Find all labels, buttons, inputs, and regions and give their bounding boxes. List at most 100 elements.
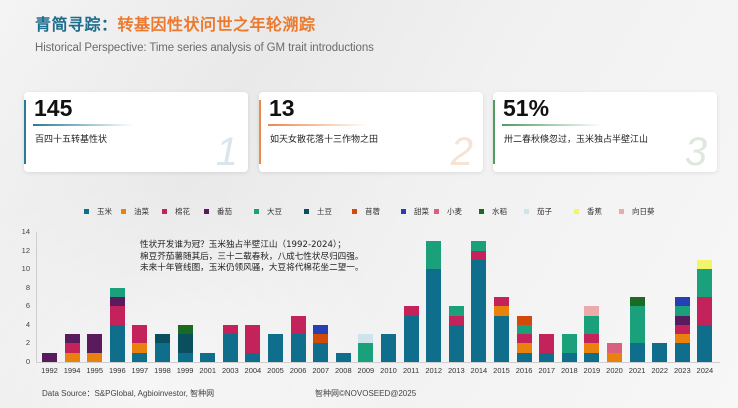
bar-segment <box>697 259 713 270</box>
bar-segment <box>471 250 487 260</box>
bar-2009 <box>358 334 374 362</box>
bar-segment <box>403 315 419 362</box>
x-tick-label: 2017 <box>538 366 556 375</box>
x-tick-label: 2004 <box>244 366 262 375</box>
bar-2021 <box>629 297 645 362</box>
bar-segment <box>674 306 690 316</box>
x-tick-label: 2021 <box>628 366 646 375</box>
bar-segment <box>561 352 577 362</box>
legend-item: 油菜 <box>121 206 149 217</box>
legend-label: 玉米 <box>97 207 112 216</box>
x-tick-label: 2006 <box>289 366 307 375</box>
bar-segment <box>607 343 622 353</box>
legend-label: 向日葵 <box>632 207 655 216</box>
data-source: Data Source：S&PGlobal, Agbioinvestor, 智种… <box>42 389 215 398</box>
bar-2011 <box>403 306 419 362</box>
bar-segment <box>674 297 690 307</box>
bar-2006 <box>290 315 306 362</box>
annotation-line: 棉豆芥茄薯随其后，三十二载春秋，八成七性状尽归四强。 <box>140 251 364 262</box>
y-tick-label: 10 <box>21 264 30 274</box>
stat-card-traits: 145 百四十五转基性状 1 <box>24 92 248 172</box>
bar-2012 <box>426 241 442 362</box>
bar-segment <box>584 343 600 353</box>
bar-2014 <box>471 241 487 362</box>
chart-annotation: 性状开发谁为冠？玉米独占半壁江山（1992-2024）； 棉豆芥茄薯随其后，三十… <box>140 240 363 275</box>
card-accent-edge <box>24 100 26 164</box>
bar-2016 <box>516 315 532 362</box>
x-tick-label: 2015 <box>493 366 510 375</box>
card-index-number: 1 <box>215 130 238 172</box>
bar-2007 <box>313 324 329 362</box>
copyright: 智种网©NOVOSEED@2025 <box>315 389 417 398</box>
bar-2024 <box>697 259 713 362</box>
bar-segment <box>629 343 645 362</box>
x-tick-label: 1996 <box>108 366 126 375</box>
x-tick-label: 2022 <box>651 366 669 375</box>
x-tick-label: 1994 <box>63 366 81 375</box>
x-tick-label: 2011 <box>403 366 420 375</box>
bar-segment <box>64 352 80 362</box>
bar-2003 <box>222 324 238 362</box>
bar-segment <box>403 306 419 316</box>
bar-segment <box>516 343 532 353</box>
card-accent-edge <box>493 100 495 164</box>
y-tick-label: 12 <box>21 245 30 255</box>
bar-2019 <box>584 306 600 362</box>
bar-segment <box>109 306 125 325</box>
bar-segment <box>245 352 261 362</box>
bar-segment <box>697 324 713 362</box>
bar-segment <box>313 324 329 335</box>
bar-2008 <box>335 352 351 362</box>
bar-segment <box>87 334 103 353</box>
bar-segment <box>132 343 148 353</box>
bar-1997 <box>132 324 148 362</box>
x-tick-label: 2008 <box>334 366 352 375</box>
bar-segment <box>674 343 690 362</box>
stat-cards: 145 百四十五转基性状 1 13 如天女散花落十三作物之田 2 51% 卅二春… <box>24 92 718 172</box>
bar-2018 <box>561 334 577 362</box>
bar-2005 <box>268 334 283 362</box>
bar-2023 <box>674 297 690 362</box>
legend-label: 油菜 <box>134 207 149 216</box>
bar-segment <box>177 352 193 362</box>
bar-segment <box>471 259 487 362</box>
stacked-bar-chart: 0 2 4 6 8 10 12 14 1992 1994 1995 1996 1997 1998 1999 2… <box>0 222 738 382</box>
legend-swatch <box>304 209 309 214</box>
bar-segment <box>177 334 193 353</box>
bar-segment <box>516 334 532 344</box>
bar-segment <box>155 343 170 362</box>
legend-swatch <box>352 209 357 214</box>
legend-swatch <box>619 209 624 214</box>
bar-2022 <box>652 343 668 362</box>
bar-segment <box>584 352 600 362</box>
x-tick-label: 1995 <box>86 366 104 375</box>
bar-2013 <box>448 306 464 362</box>
bar-2020 <box>607 343 622 362</box>
legend-swatch <box>434 209 439 214</box>
bar-segment <box>290 315 306 335</box>
legend-item: 小麦 <box>434 206 462 217</box>
card-accent-edge <box>259 100 261 164</box>
bar-segment <box>313 343 329 362</box>
bar-2001 <box>200 352 216 362</box>
bar-segment <box>358 334 374 344</box>
stat-card-crops: 13 如天女散花落十三作物之田 2 <box>259 92 483 172</box>
title-prefix: 青简寻踪： <box>35 15 118 34</box>
legend-swatch <box>401 209 406 214</box>
bar-segment <box>245 324 261 353</box>
legend-item: 玉米 <box>84 206 112 217</box>
bar-1999 <box>177 324 193 362</box>
legend-label: 大豆 <box>267 207 282 216</box>
legend-swatch <box>84 209 89 214</box>
x-tick-label: 2005 <box>267 366 284 375</box>
bar-segment <box>87 352 103 362</box>
x-axis <box>36 362 720 363</box>
x-tick-label: 1992 <box>41 366 58 375</box>
legend-swatch <box>524 209 529 214</box>
y-axis <box>36 232 37 363</box>
bar-segment <box>132 352 148 362</box>
y-tick-label: 2 <box>25 338 30 348</box>
bar-segment <box>426 269 442 362</box>
bar-segment <box>222 324 238 335</box>
bar-segment <box>42 352 57 362</box>
